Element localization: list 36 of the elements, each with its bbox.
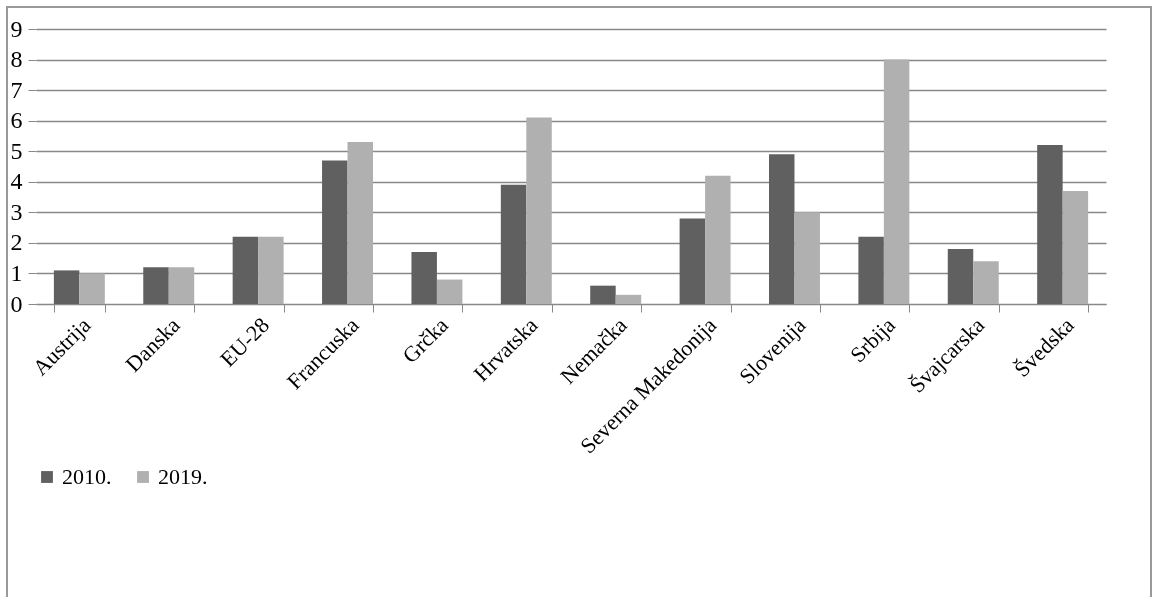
- bar: [347, 142, 373, 304]
- bar: [436, 279, 463, 304]
- bar: [705, 175, 731, 304]
- y-tick-label: 3: [10, 198, 23, 225]
- bar: [615, 294, 642, 304]
- y-tick-label: 5: [10, 137, 23, 164]
- y-tick-label: 9: [10, 15, 23, 42]
- bar: [883, 59, 910, 304]
- bar: [143, 267, 169, 304]
- bar: [168, 267, 195, 304]
- y-tick-label: 0: [10, 290, 23, 317]
- legend-label: 2010.: [62, 464, 112, 489]
- bar: [794, 212, 820, 304]
- bar: [679, 218, 706, 304]
- y-tick-label: 1: [10, 259, 23, 286]
- bar: [947, 249, 974, 304]
- bar: [411, 252, 437, 304]
- bar: [53, 270, 80, 304]
- bar: [1062, 190, 1089, 304]
- y-tick-label: 2: [10, 229, 23, 256]
- bar: [526, 117, 552, 304]
- y-tick-label: 6: [10, 107, 23, 134]
- bar: [500, 184, 527, 304]
- y-tick-label: 8: [10, 46, 23, 73]
- bar: [79, 273, 105, 304]
- bar: [1037, 145, 1063, 304]
- bar: [769, 154, 795, 304]
- bar: [858, 236, 884, 304]
- y-tick-label: 7: [10, 76, 23, 103]
- bar: [973, 261, 999, 304]
- bar: [258, 236, 284, 304]
- bar: [232, 236, 259, 304]
- bar: [322, 160, 348, 304]
- bar: [590, 285, 616, 304]
- legend-label: 2019.: [158, 464, 208, 489]
- y-tick-label: 4: [10, 168, 23, 195]
